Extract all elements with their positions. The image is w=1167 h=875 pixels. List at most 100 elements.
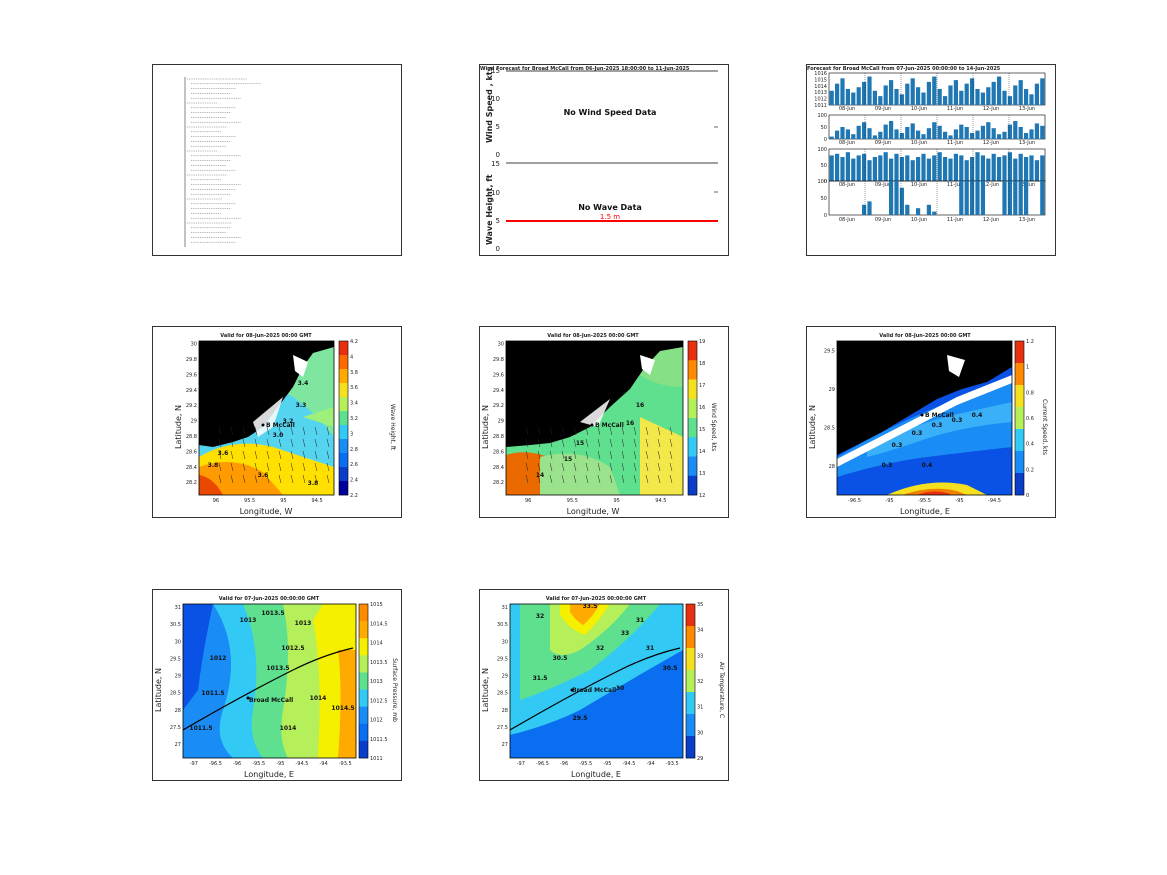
bar: [1002, 90, 1007, 105]
colorbar-tick: 4: [350, 354, 353, 360]
direction-arrow: [561, 438, 565, 448]
bar-ytick: 100: [817, 147, 827, 153]
bar: [975, 181, 980, 215]
station-marker: [920, 413, 924, 417]
direction-arrow: [254, 450, 258, 460]
map-ytick: 29.2: [493, 403, 504, 409]
map-ylabel: Latitude, N: [808, 405, 817, 449]
contour-label: 15: [576, 440, 584, 447]
direction-arrow: [561, 450, 565, 460]
direction-arrow: [645, 450, 649, 460]
bar: [856, 125, 861, 139]
direction-arrow: [573, 426, 577, 436]
bar: [829, 136, 834, 139]
map-ytick: 29: [829, 387, 835, 393]
direction-arrow: [609, 462, 613, 472]
colorbar-frame: [1014, 340, 1025, 496]
colorbar-cell: [1015, 363, 1024, 386]
map-xtick: -93.5: [339, 761, 352, 767]
bar: [845, 152, 850, 181]
colorbar-cell: [686, 648, 695, 671]
colorbar-cell: [688, 456, 697, 477]
map-xtick: -96.5: [209, 761, 222, 767]
multi-bar-forecast-panel: Forecast for Broad McCall from 07-Jun-20…: [806, 64, 1056, 256]
map-ytick: 30: [498, 342, 504, 348]
colorbar-tick: 19: [699, 339, 705, 345]
bar: [889, 181, 894, 215]
direction-arrow: [266, 450, 270, 460]
bar: [926, 204, 931, 215]
direction-arrow: [326, 462, 330, 472]
contour-label: 1012: [210, 655, 227, 662]
station-marker: [590, 423, 594, 427]
map-xtick: -97: [190, 761, 198, 767]
direction-arrow: [290, 438, 294, 448]
bar: [964, 181, 969, 215]
bar: [943, 131, 948, 139]
direction-arrow: [314, 450, 318, 460]
bar: [899, 157, 904, 181]
map-xtick: -96: [560, 761, 568, 767]
bar: [862, 122, 867, 139]
bar: [889, 121, 894, 139]
map-ytick: 30.5: [497, 622, 508, 628]
wind-forecast-title: Wind Forecast for Broad McCall from 06-J…: [480, 66, 690, 72]
bar: [1013, 121, 1018, 139]
colorbar-cell: [359, 604, 368, 622]
direction-arrow: [669, 462, 673, 472]
colorbar-cell: [1015, 341, 1024, 364]
bar: [835, 130, 840, 139]
wind-wave-forecast-panel: Wind Forecast for Broad McCall from 06-J…: [479, 64, 729, 256]
direction-arrow: [218, 462, 222, 472]
wind-ytick-15: 15: [491, 67, 500, 75]
direction-arrow: [242, 426, 246, 436]
map-xtick: -95: [276, 761, 284, 767]
bar: [862, 153, 867, 181]
direction-arrow: [326, 426, 330, 436]
bar: [991, 153, 996, 181]
colorbar-cell: [339, 467, 348, 482]
bar-xtick: 11-Jun: [947, 182, 963, 188]
map-ytick: 28.5: [170, 691, 181, 697]
bar-ytick: 50: [821, 125, 827, 131]
colorbar-cell: [688, 475, 697, 496]
bar: [1013, 85, 1018, 105]
wave-ytick-15: 15: [491, 160, 500, 168]
colorbar-cell: [359, 621, 368, 639]
direction-arrow: [326, 438, 330, 448]
direction-arrow: [657, 474, 661, 484]
map-xlabel: Longitude, W: [567, 507, 620, 516]
direction-arrow: [549, 474, 553, 484]
colorbar-cell: [1015, 429, 1024, 452]
direction-arrow: [326, 450, 330, 460]
direction-arrow: [633, 426, 637, 436]
bar: [980, 92, 985, 105]
direction-arrow: [573, 450, 577, 460]
direction-arrow: [669, 426, 673, 436]
bar: [1024, 133, 1029, 139]
colorbar-tick: 30: [697, 730, 703, 736]
bar: [959, 90, 964, 105]
contour-label: 3.6: [218, 450, 229, 457]
colorbar-cell: [688, 379, 697, 400]
contour-label: 1014: [280, 725, 297, 732]
colorbar-tick: 14: [699, 449, 705, 455]
station-marker: [246, 696, 250, 700]
bar: [889, 158, 894, 181]
cbar-label: Current Speed, kts: [1041, 399, 1048, 455]
colorbar-tick: 0: [1026, 493, 1029, 499]
direction-arrow: [525, 474, 529, 484]
colorbar-cell: [1015, 407, 1024, 430]
bar-xtick: 13-Jun: [1019, 106, 1035, 112]
bar: [851, 158, 856, 181]
bar-xtick: 10-Jun: [911, 140, 927, 146]
direction-arrow: [314, 462, 318, 472]
map-ytick: 29.6: [493, 372, 504, 378]
bar-xtick: 11-Jun: [947, 140, 963, 146]
map-xlabel: Longitude, E: [244, 770, 294, 779]
bar: [970, 157, 975, 181]
bar: [1013, 158, 1018, 181]
direction-arrow: [585, 426, 589, 436]
contour-label: 3.0: [273, 432, 284, 439]
bar-xtick: 09-Jun: [875, 140, 891, 146]
